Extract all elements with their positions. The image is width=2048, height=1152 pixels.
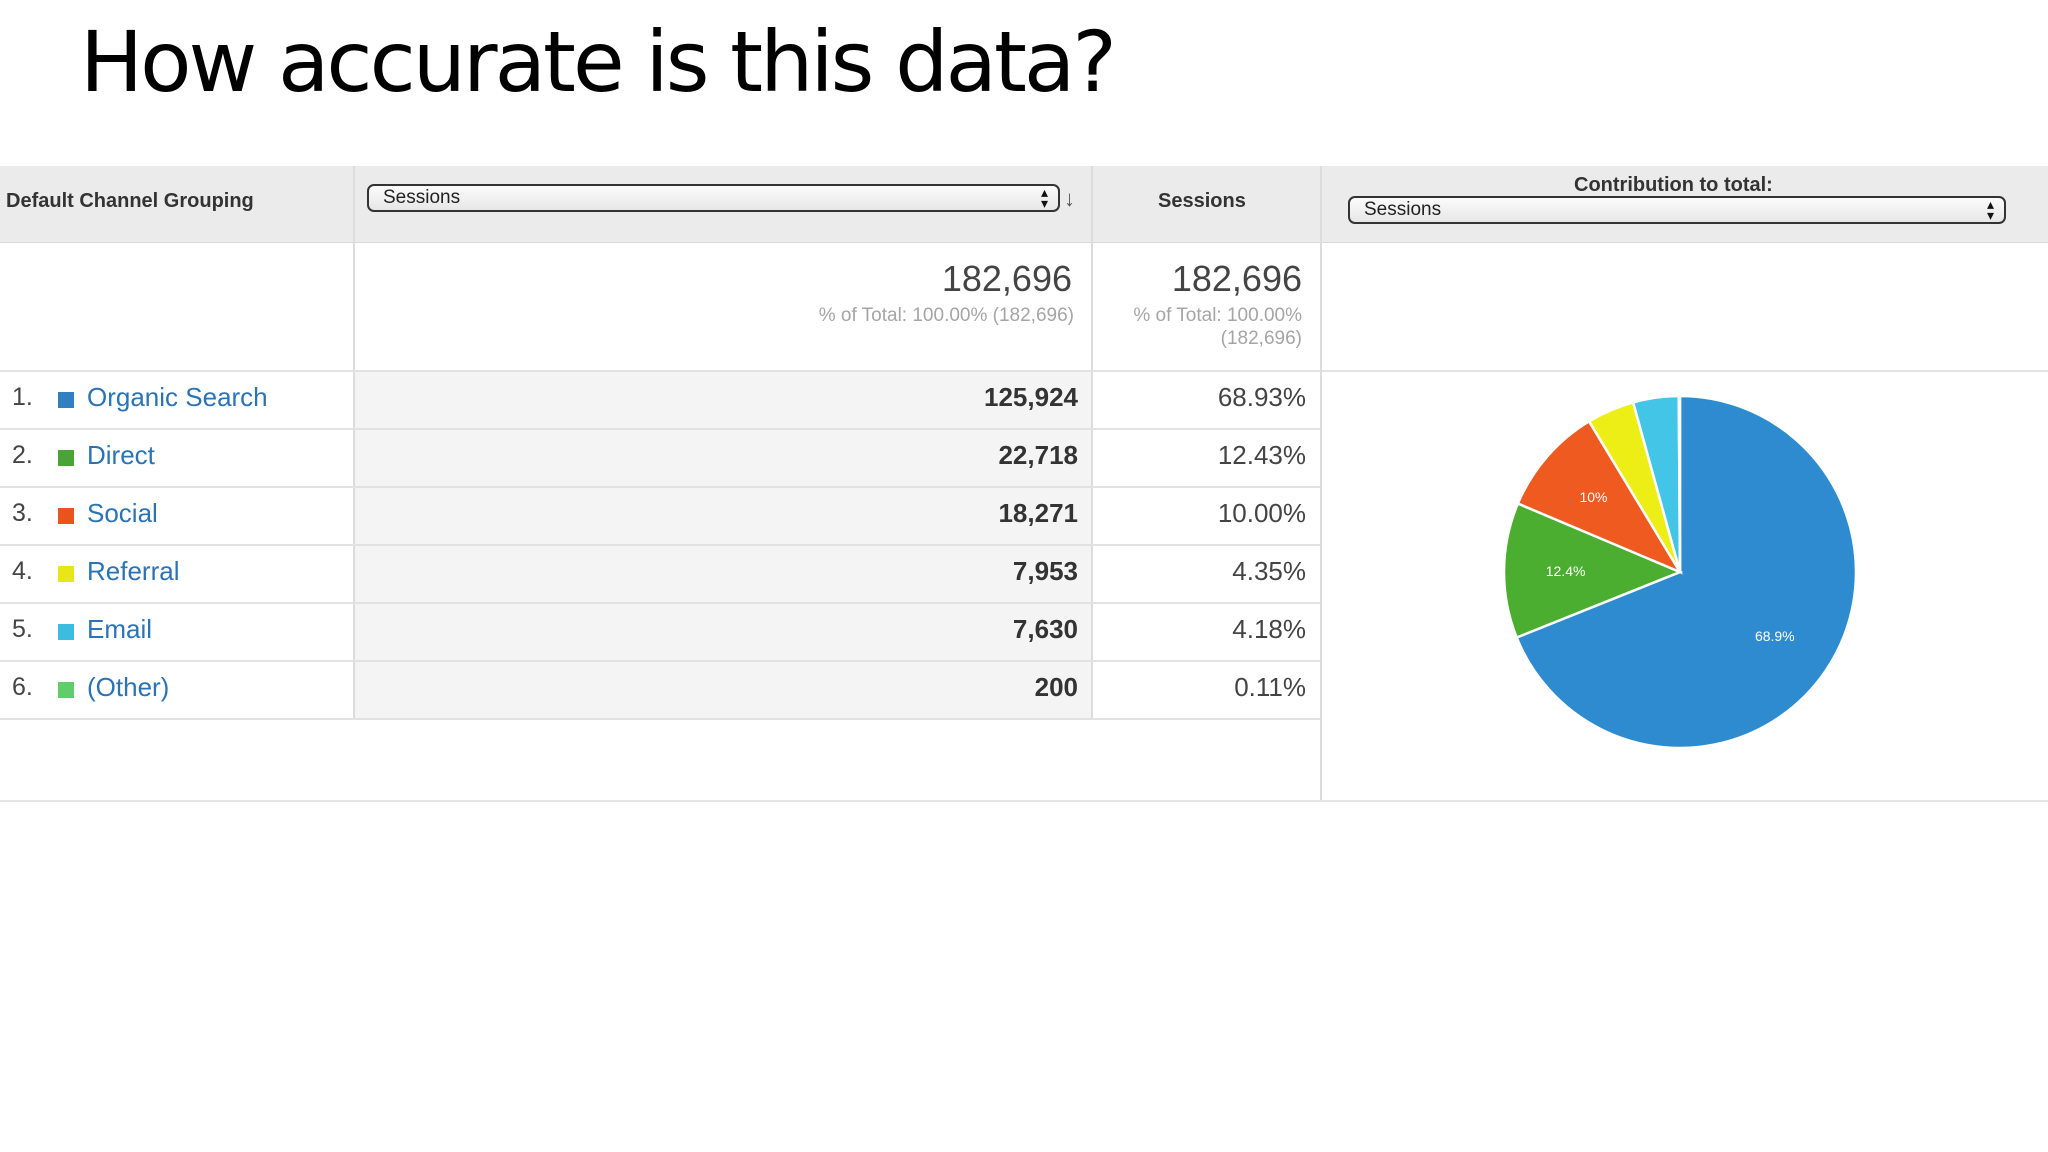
contribution-header: Contribution to total: xyxy=(1574,174,1773,196)
color-swatch-icon xyxy=(58,682,74,698)
table-row: 1. Organic Search 125,924 68.93% xyxy=(0,370,1320,430)
row-number: 5. xyxy=(12,615,33,643)
sessions-value: 18,271 xyxy=(998,498,1078,528)
metric-select-value: Sessions xyxy=(383,187,461,208)
contribution-select-value: Sessions xyxy=(1364,199,1442,220)
pie-slice-label: 68.9% xyxy=(1755,628,1795,644)
sessions-percent: 4.35% xyxy=(1232,556,1306,586)
sessions-percent: 68.93% xyxy=(1217,382,1306,412)
sessions-value: 7,630 xyxy=(1012,614,1078,644)
pie-slice-label: 12.4% xyxy=(1546,563,1586,579)
sessions-percent: 10.00% xyxy=(1217,498,1306,528)
metric-total-percent: % of Total: 100.00% (182,696) xyxy=(818,305,1074,326)
metric-cell-bg xyxy=(355,662,1091,720)
color-swatch-icon xyxy=(58,450,74,466)
table-header: Default Channel Grouping Sessions ▴ ▾ ↓ S… xyxy=(0,166,2048,243)
sessions-value: 125,924 xyxy=(984,382,1078,412)
row-number: 6. xyxy=(12,673,33,701)
row-number: 1. xyxy=(12,383,33,411)
sessions-total-percent: % of Total: 100.00% xyxy=(1133,305,1302,326)
pie-slice-label: 10% xyxy=(1579,489,1607,505)
metric-total-value: 182,696 xyxy=(941,258,1072,299)
metric-cell-bg xyxy=(355,372,1091,430)
column-divider xyxy=(353,166,355,718)
chart-divider xyxy=(1322,370,2048,372)
row-number: 3. xyxy=(12,499,33,527)
pie-slice-social[interactable] xyxy=(1516,419,1684,575)
color-swatch-icon xyxy=(58,508,74,524)
metric-cell-bg xyxy=(355,546,1091,604)
pie-slice-other[interactable] xyxy=(1677,394,1682,573)
pie-slice-direct[interactable] xyxy=(1502,501,1684,640)
dimension-header: Default Channel Grouping xyxy=(6,190,254,212)
sessions-percent: 4.18% xyxy=(1232,614,1306,644)
sessions-total-count: (182,696) xyxy=(1220,328,1302,349)
channel-link[interactable]: Organic Search xyxy=(87,382,268,412)
column-divider xyxy=(1320,166,1322,800)
sessions-percent: 0.11% xyxy=(1234,672,1306,702)
select-arrows-icon: ▴ ▾ xyxy=(1986,196,1994,223)
channel-link[interactable]: Direct xyxy=(87,440,155,470)
metric-cell-bg xyxy=(355,430,1091,488)
color-swatch-icon xyxy=(58,392,74,408)
metric-cell-bg xyxy=(355,604,1091,662)
metric-select[interactable]: Sessions ▴ ▾ xyxy=(367,184,1060,212)
table-row: 5. Email 7,630 4.18% xyxy=(0,602,1320,662)
color-swatch-icon xyxy=(58,624,74,640)
analytics-report: Default Channel Grouping Sessions ▴ ▾ ↓ S… xyxy=(0,166,2048,802)
channel-link[interactable]: Referral xyxy=(87,556,180,586)
sessions-value: 7,953 xyxy=(1012,556,1078,586)
channel-link[interactable]: Email xyxy=(87,614,153,644)
sessions-header: Sessions xyxy=(1158,190,1246,212)
table-row: 2. Direct 22,718 12.43% xyxy=(0,428,1320,488)
sessions-percent: 12.43% xyxy=(1217,440,1306,470)
channel-link[interactable]: (Other) xyxy=(87,672,170,702)
sessions-total-value: 182,696 xyxy=(1171,258,1302,299)
column-divider xyxy=(1091,166,1093,718)
pie-slice-organic-search[interactable] xyxy=(1515,394,1858,750)
slide-title: How accurate is this data? xyxy=(80,13,1117,111)
contribution-pie-chart: 68.9% 12.4% 10% xyxy=(1502,394,1858,750)
select-arrows-icon: ▴ ▾ xyxy=(1040,184,1048,211)
row-number: 4. xyxy=(12,557,33,585)
table-row: 4. Referral 7,953 4.35% xyxy=(0,544,1320,604)
color-swatch-icon xyxy=(58,566,74,582)
sessions-value: 22,718 xyxy=(998,440,1078,470)
table-row: 6. (Other) 200 0.11% xyxy=(0,660,1320,720)
contribution-select[interactable]: Sessions ▴ ▾ xyxy=(1348,196,2006,224)
channel-link[interactable]: Social xyxy=(87,498,158,528)
metric-cell-bg xyxy=(355,488,1091,546)
table-bottom-border xyxy=(0,718,1320,720)
row-number: 2. xyxy=(12,441,33,469)
sort-arrow-down-icon[interactable]: ↓ xyxy=(1064,186,1075,211)
table-row: 3. Social 18,271 10.00% xyxy=(0,486,1320,546)
sessions-value: 200 xyxy=(1034,672,1078,702)
